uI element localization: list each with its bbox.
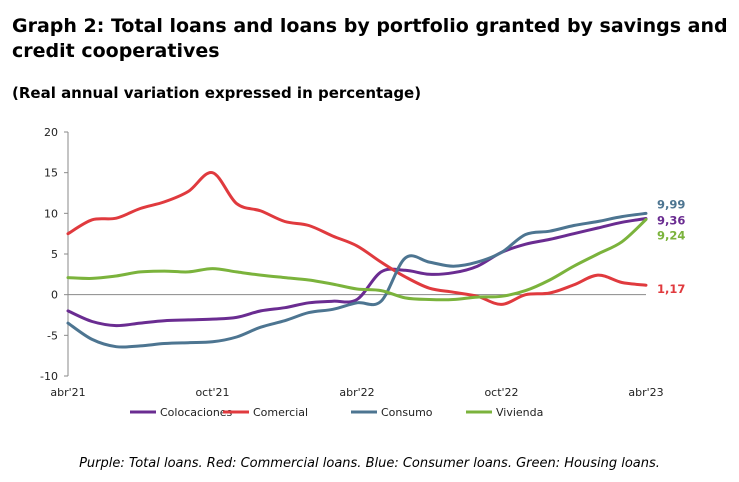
y-tick-label: -10: [40, 370, 58, 383]
x-tick-label: abr'21: [50, 386, 85, 399]
series-line-vivienda: [66, 218, 648, 302]
end-label-colocaciones: 9,36: [657, 214, 685, 228]
chart-lines: [66, 171, 648, 349]
legend-label-comercial: Comercial: [253, 406, 308, 419]
series-line-consumo: [66, 211, 648, 349]
chart-subtitle: (Real annual variation expressed in perc…: [12, 84, 422, 102]
x-tick-label: oct'22: [484, 386, 518, 399]
y-tick-label: -5: [47, 329, 58, 342]
x-tick-label: oct'21: [195, 386, 229, 399]
chart-title: Graph 2: Total loans and loans by portfo…: [12, 15, 728, 62]
y-tick-label: 5: [51, 248, 58, 261]
end-label-consumo: 9,99: [657, 197, 685, 211]
line-chart: 20 15 10 5 0 -5 -10 abr'21 oct'21 abr'22 oct'22 abr…: [40, 126, 685, 419]
end-label-comercial: 1,17: [657, 282, 685, 296]
series-line-comercial: [66, 171, 648, 306]
y-tick-label: 10: [44, 207, 58, 220]
end-labels: 9,99 9,369,24 1,17: [657, 197, 685, 296]
legend-label-colocaciones: Colocaciones: [160, 406, 233, 419]
y-tick-label: 15: [44, 167, 58, 180]
y-tick-label: 0: [51, 289, 58, 302]
x-tick-label: abr'23: [628, 386, 663, 399]
x-tick-label: abr'22: [339, 386, 374, 399]
end-label-vivienda: 9,24: [657, 229, 685, 243]
chart-axes: 20 15 10 5 0 -5 -10 abr'21 oct'21 abr'22 oct'22 abr…: [40, 126, 664, 399]
series-line-colocaciones: [66, 217, 648, 328]
y-tick-label: 20: [44, 126, 58, 139]
chart-caption: Purple: Total loans. Red: Commercial loa…: [79, 456, 660, 471]
chart-legend: Colocaciones Comercial Consumo Vivienda: [130, 406, 543, 419]
legend-label-consumo: Consumo: [381, 406, 433, 419]
legend-label-vivienda: Vivienda: [496, 406, 543, 419]
